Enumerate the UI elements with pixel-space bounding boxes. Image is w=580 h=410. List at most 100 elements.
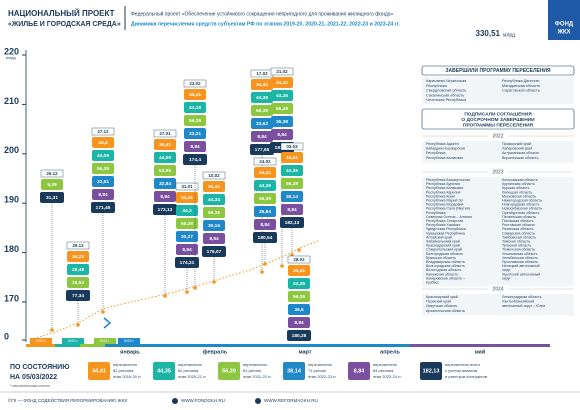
- segment-value: 34,41: [208, 184, 220, 190]
- site[interactable]: WWW.FONDGKH.RU: [181, 398, 225, 403]
- total-box: [280, 217, 304, 228]
- region: Рязанская область: [502, 227, 534, 231]
- region: Карачаево-Черкесская: [426, 79, 466, 83]
- stage-value: 182,13: [423, 368, 440, 374]
- total-box: [175, 257, 199, 268]
- segment-value: 8,84: [98, 192, 108, 198]
- region: Архангельская область: [426, 309, 465, 313]
- point: [263, 262, 267, 266]
- stage-text: этап 2023-24 гг.: [373, 374, 402, 379]
- segment: [281, 178, 303, 189]
- total-box: [153, 204, 177, 215]
- total-value: 31,31: [46, 195, 58, 201]
- timeline: [55, 344, 80, 347]
- timeline: [26, 344, 55, 347]
- date-box: [202, 171, 226, 180]
- project-name: «ЖИЛЬЕ И ГОРОДСКАЯ СРЕДА»: [8, 21, 121, 28]
- region: Челябинская область: [502, 256, 538, 260]
- logo-text: ФОНД: [555, 22, 574, 28]
- region: Пензенская область: [502, 215, 536, 219]
- segment: [203, 181, 225, 192]
- region: Воронежская область: [502, 156, 539, 160]
- panel-title: ЗАВЕРШИЛИ ПРОГРАММУ ПЕРЕСЕЛЕНИЯ: [445, 68, 551, 74]
- list-box: [422, 294, 574, 316]
- date: 28.02: [293, 257, 305, 262]
- region: автономный округ – Югра: [502, 304, 545, 308]
- stage-box: [420, 362, 442, 380]
- point: [50, 328, 54, 332]
- stage-box: [153, 362, 175, 380]
- total-box: [66, 290, 90, 301]
- point: [76, 323, 80, 327]
- y-tick-label: 190: [4, 195, 19, 205]
- region: Республика Мордовия: [426, 203, 463, 207]
- segment-value: 56,39: [259, 196, 271, 202]
- date-box: [175, 182, 199, 191]
- segment-value: 44,35: [293, 281, 305, 287]
- stage-text: перечислено: [178, 362, 203, 367]
- subtitle: Динамика перечисления средств субъектам …: [131, 20, 401, 27]
- region: Ставропольский край: [426, 248, 462, 252]
- y-tick-label: 180: [4, 244, 19, 254]
- segment: [254, 180, 276, 191]
- total: 330,51: [476, 29, 501, 38]
- region: Ульяновская область: [502, 252, 538, 256]
- segment: [251, 131, 273, 142]
- segment-value: 56,39: [208, 210, 220, 216]
- icon: [172, 398, 178, 404]
- region: Приморский край: [502, 142, 531, 146]
- region: Псковская область: [502, 219, 534, 223]
- region: Новосибирская область: [502, 207, 542, 211]
- segment-value: 44,35: [276, 93, 288, 99]
- segment: [203, 220, 225, 231]
- segment: [92, 150, 114, 161]
- site[interactable]: WWW.REFORMAGKH.RU: [264, 398, 318, 403]
- status-note: * накопительным итогом: [10, 384, 50, 388]
- segment-value: 34,22: [72, 254, 84, 260]
- region: Ненецкий автономный: [502, 264, 540, 268]
- year: 2020 г.: [68, 339, 79, 343]
- status: ПО СОСТОЯНИЮ: [10, 364, 69, 371]
- segment: [251, 79, 273, 90]
- list-box: [422, 77, 574, 104]
- segment-value: 38,14: [286, 194, 298, 200]
- federal: Федеральный проект «Обеспечение устойчив…: [131, 10, 394, 17]
- region: Липецкая область: [502, 190, 532, 194]
- region: Красноярский край: [426, 295, 458, 299]
- year: 2022 г.: [124, 339, 135, 343]
- region: Магаданская область: [502, 84, 540, 88]
- segment: [176, 218, 198, 229]
- stage-value: 38,14: [287, 368, 302, 374]
- axis-unit: млрд.: [6, 55, 17, 60]
- date: 27.01: [159, 131, 171, 136]
- segment-value: 34,41: [286, 155, 298, 161]
- region: Краснодарский край: [426, 244, 460, 248]
- segment-value: 15,54: [72, 280, 84, 286]
- segment-value: 56,39: [286, 181, 298, 187]
- segment: [288, 265, 310, 276]
- date-box: [91, 127, 115, 136]
- total-box: [91, 202, 115, 213]
- segment: [92, 163, 114, 174]
- region: округ: [502, 276, 511, 280]
- stage-text: этап 2022-23 гг.: [308, 374, 337, 379]
- stage-value: 44,35: [157, 368, 171, 374]
- date: 23.02: [189, 81, 201, 86]
- point: [260, 270, 264, 274]
- year-box: [94, 338, 116, 344]
- month: январь: [120, 349, 140, 355]
- segment-value: 33,62: [256, 121, 268, 127]
- list-box: [422, 141, 574, 163]
- region: Хабаровский край: [502, 147, 532, 151]
- group-year: 2023: [492, 169, 503, 175]
- segment-value: 56,39: [256, 108, 268, 114]
- copyright: ©ГК — ФОНД СОДЕЙСТВИЯ РЕФОРМИРОВАНИЮ ЖКХ: [8, 396, 127, 403]
- segment-value: 34,41: [293, 268, 305, 274]
- region: Нижегородская область: [502, 198, 542, 202]
- year-bg: [488, 285, 508, 293]
- segment: [154, 152, 176, 163]
- region: Оренбургская область: [502, 211, 540, 215]
- segment: [67, 264, 89, 275]
- region: Кемеровская область –: [426, 276, 465, 280]
- region: Пермский край: [426, 300, 451, 304]
